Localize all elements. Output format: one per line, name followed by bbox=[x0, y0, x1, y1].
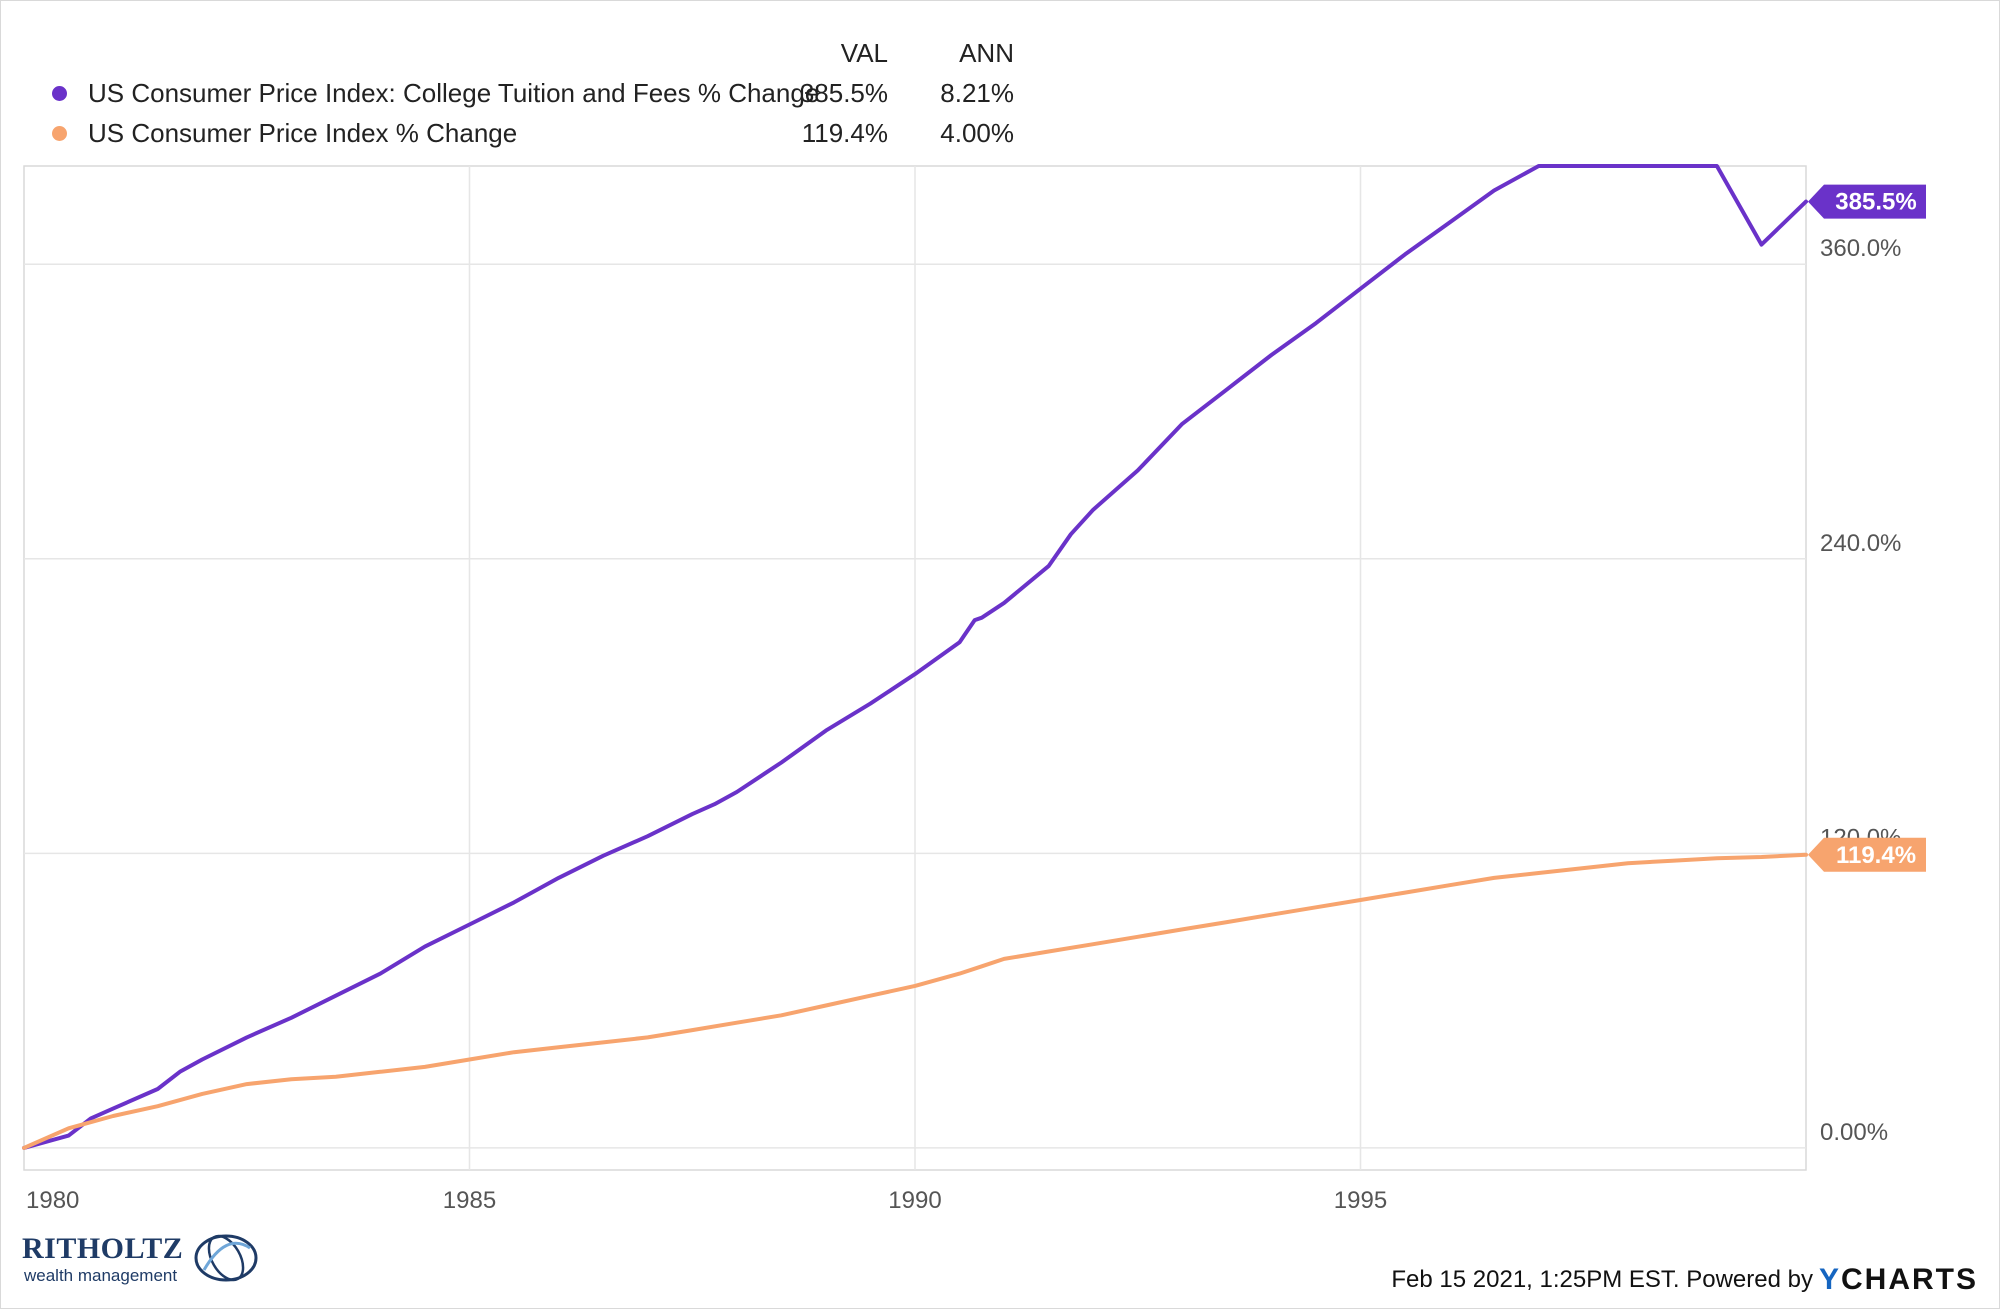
footer: Feb 15 2021, 1:25PM EST. Powered by YCHA… bbox=[1391, 1262, 1978, 1298]
legend: VAL ANN US Consumer Price Index: College… bbox=[0, 0, 1100, 160]
legend-dot-cpi bbox=[52, 126, 67, 141]
legend-header-val: VAL bbox=[840, 38, 888, 68]
y-tick-label: 360.0% bbox=[1820, 235, 1901, 262]
ycharts-rest: CHARTS bbox=[1841, 1263, 1978, 1296]
gridlines bbox=[24, 166, 1806, 1170]
end-label-1: 119.4% bbox=[1808, 837, 1926, 872]
footer-timestamp: Feb 15 2021, 1:25PM EST. Powered by bbox=[1391, 1266, 1813, 1293]
y-tick-label: 240.0% bbox=[1820, 530, 1901, 557]
x-tick-label: 1985 bbox=[443, 1187, 496, 1214]
x-axis: 1980 1985 1990 1995 bbox=[26, 1187, 1387, 1214]
x-tick-label: 1980 bbox=[26, 1187, 79, 1214]
globe-logo-icon bbox=[194, 1234, 258, 1282]
logo-name: RITHOLTZ bbox=[22, 1232, 184, 1265]
logo-subtitle: wealth management bbox=[24, 1266, 178, 1285]
legend-val-tuition: 385.5% bbox=[799, 78, 888, 108]
legend-header-ann: ANN bbox=[959, 38, 1014, 68]
y-tick-label: 0.00% bbox=[1820, 1119, 1888, 1146]
y-axis: 0.00%120.0%240.0%360.0% bbox=[1820, 235, 1901, 1146]
end-label-text: 385.5% bbox=[1835, 189, 1916, 216]
legend-val-cpi: 119.4% bbox=[801, 118, 888, 148]
end-label-flag bbox=[1808, 184, 1926, 219]
end-label-text: 119.4% bbox=[1836, 842, 1916, 869]
legend-name-tuition: US Consumer Price Index: College Tuition… bbox=[88, 78, 820, 108]
x-tick-label: 1990 bbox=[888, 1187, 941, 1214]
ycharts-y: Y bbox=[1818, 1263, 1841, 1296]
series-line-1 bbox=[22, 852, 1808, 1150]
legend-ann-tuition: 8.21% bbox=[940, 78, 1014, 108]
end-labels: 385.5% 119.4% bbox=[1808, 184, 1926, 872]
ycharts-brand[interactable]: YCHARTS bbox=[1819, 1263, 1978, 1297]
legend-ann-cpi: 4.00% bbox=[940, 118, 1014, 148]
legend-name-cpi: US Consumer Price Index % Change bbox=[88, 118, 518, 148]
legend-row-tuition[interactable]: US Consumer Price Index: College Tuition… bbox=[0, 74, 1100, 114]
end-label-0: 385.5% bbox=[1808, 184, 1926, 219]
x-tick-label: 1995 bbox=[1334, 1187, 1387, 1214]
legend-row-cpi[interactable]: US Consumer Price Index % Change 119.4% … bbox=[0, 114, 1100, 154]
series-lines bbox=[22, 164, 1808, 1150]
series-line-0 bbox=[22, 164, 1808, 1150]
legend-dot-tuition bbox=[52, 86, 67, 101]
end-label-flag bbox=[1808, 837, 1926, 872]
ritholtz-logo: RITHOLTZ wealth management bbox=[22, 1228, 262, 1288]
